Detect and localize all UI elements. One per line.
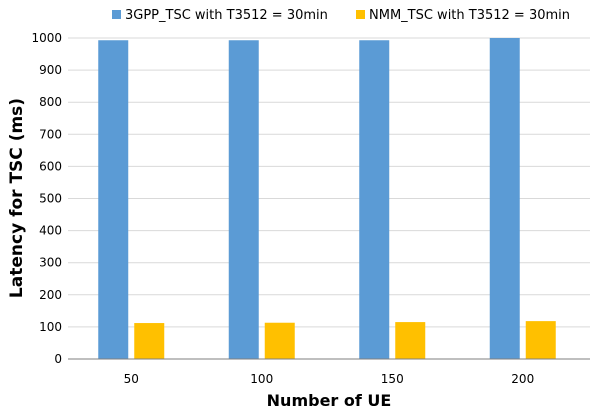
bar-nmm-50 bbox=[134, 323, 165, 359]
y-tick-label: 900 bbox=[39, 63, 62, 77]
y-tick-label: 600 bbox=[39, 159, 62, 173]
x-axis-title: Number of UE bbox=[267, 391, 392, 410]
x-tick-label: 100 bbox=[250, 372, 273, 386]
bar-3gpp-200 bbox=[489, 38, 520, 359]
x-tick-label: 150 bbox=[381, 372, 404, 386]
y-tick-label: 700 bbox=[39, 127, 62, 141]
x-tick-label: 200 bbox=[511, 372, 534, 386]
y-tick-label: 100 bbox=[39, 320, 62, 334]
bar-3gpp-150 bbox=[359, 40, 390, 359]
y-tick-labels: 0 100 200 300 400 500 600 700 800 900 1000 bbox=[31, 31, 62, 366]
bar-3gpp-100 bbox=[228, 40, 259, 359]
legend: 3GPP_TSC with T3512 = 30min NMM_TSC with… bbox=[112, 8, 570, 23]
bar-nmm-100 bbox=[264, 322, 295, 359]
y-axis-title: Latency for TSC (ms) bbox=[7, 98, 27, 298]
x-tick-label: 50 bbox=[124, 372, 139, 386]
y-tick-label: 800 bbox=[39, 95, 62, 109]
y-tick-label: 300 bbox=[39, 256, 62, 270]
y-tick-label: 500 bbox=[39, 192, 62, 206]
y-tick-label: 200 bbox=[39, 288, 62, 302]
legend-label-nmm: NMM_TSC with T3512 = 30min bbox=[369, 8, 570, 23]
y-tick-label: 400 bbox=[39, 224, 62, 238]
y-tick-label: 1000 bbox=[31, 31, 62, 45]
legend-label-3gpp: 3GPP_TSC with T3512 = 30min bbox=[125, 8, 328, 23]
y-tick-label: 0 bbox=[54, 352, 62, 366]
bar-3gpp-50 bbox=[98, 40, 129, 359]
bar-nmm-200 bbox=[525, 321, 556, 359]
bars bbox=[98, 38, 556, 359]
bar-nmm-150 bbox=[395, 322, 426, 359]
legend-swatch-3gpp bbox=[112, 10, 121, 19]
x-tick-labels: 50 100 150 200 bbox=[124, 372, 535, 386]
legend-swatch-nmm bbox=[356, 10, 365, 19]
